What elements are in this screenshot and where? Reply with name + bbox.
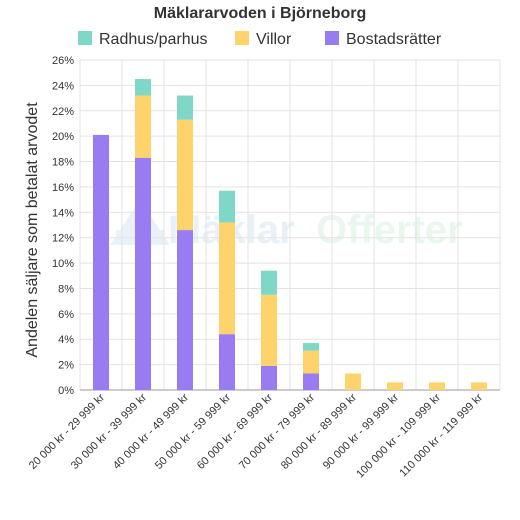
watermark-text-right: Offerter xyxy=(316,208,463,252)
legend-label: Radhus/parhus xyxy=(99,31,208,48)
bar-segment xyxy=(429,382,445,390)
y-tick-label: 14% xyxy=(52,207,74,219)
bar-segment xyxy=(177,119,193,231)
watermark: Mäklar Offerter xyxy=(110,200,463,252)
y-tick-label: 22% xyxy=(52,106,74,118)
legend-swatch xyxy=(78,31,92,45)
bar-segment xyxy=(261,294,277,366)
legend-swatch xyxy=(325,31,339,45)
x-tick-label: 110 000 kr - 119 999 kr xyxy=(397,391,485,479)
x-tick-label: 90 000 kr - 99 999 kr xyxy=(321,391,401,471)
bar-segment xyxy=(303,373,319,390)
bar-segment xyxy=(135,95,151,158)
y-tick-label: 20% xyxy=(52,131,74,143)
x-tick-label: 60 000 kr - 69 999 kr xyxy=(195,391,275,471)
y-tick-label: 16% xyxy=(52,182,74,194)
y-tick-label: 8% xyxy=(58,283,74,295)
y-tick-label: 0% xyxy=(58,385,74,397)
bar-segment xyxy=(219,222,235,335)
x-tick-label: 40 000 kr - 49 999 kr xyxy=(111,391,191,471)
bar-segment xyxy=(177,95,193,120)
y-tick-label: 2% xyxy=(58,360,74,372)
y-tick-label: 10% xyxy=(52,258,74,270)
bar-segment xyxy=(261,365,277,390)
y-axis-label: Andelen säljare som betalat arvodet xyxy=(24,102,41,358)
x-tick-label: 30 000 kr - 39 999 kr xyxy=(69,391,149,471)
legend-label: Bostadsrätter xyxy=(346,31,442,48)
x-tick-label: 100 000 kr - 109 999 kr xyxy=(354,391,443,480)
bar-segment xyxy=(219,190,235,223)
bar-segment xyxy=(345,373,361,390)
bars xyxy=(93,79,487,390)
legend-swatch xyxy=(235,31,249,45)
bar-segment xyxy=(387,382,403,390)
bar-segment xyxy=(219,334,235,390)
bar-segment xyxy=(303,343,319,351)
legend-label: Villor xyxy=(256,31,292,48)
x-tick-label: 70 000 kr - 79 999 kr xyxy=(237,391,317,471)
x-tick-label: 20 000 kr - 29 999 kr xyxy=(27,391,107,471)
bar-segment xyxy=(471,382,487,390)
chart-title: Mäklararvoden i Björneborg xyxy=(154,5,367,22)
legend: Radhus/parhus Villor Bostadsrätter xyxy=(78,31,442,48)
bar-segment xyxy=(135,157,151,390)
bar-segment xyxy=(177,230,193,390)
y-tick-label: 18% xyxy=(52,157,74,169)
y-tick-label: 6% xyxy=(58,309,74,321)
y-axis-ticks: 0% 2% 4% 6% 8% 10% 12% 14% 16% 18% 20% 22% 24% 26% xyxy=(52,55,74,397)
y-tick-label: 12% xyxy=(52,233,74,245)
bar-segment xyxy=(135,79,151,96)
y-tick-label: 26% xyxy=(52,55,74,67)
x-tick-label: 80 000 kr - 89 999 kr xyxy=(279,391,359,471)
x-tick-label: 50 000 kr - 59 999 kr xyxy=(153,391,233,471)
y-tick-label: 24% xyxy=(52,80,74,92)
y-tick-label: 4% xyxy=(58,334,74,346)
bar-segment xyxy=(303,350,319,374)
bar-segment xyxy=(261,270,277,295)
bar-segment xyxy=(93,134,109,390)
